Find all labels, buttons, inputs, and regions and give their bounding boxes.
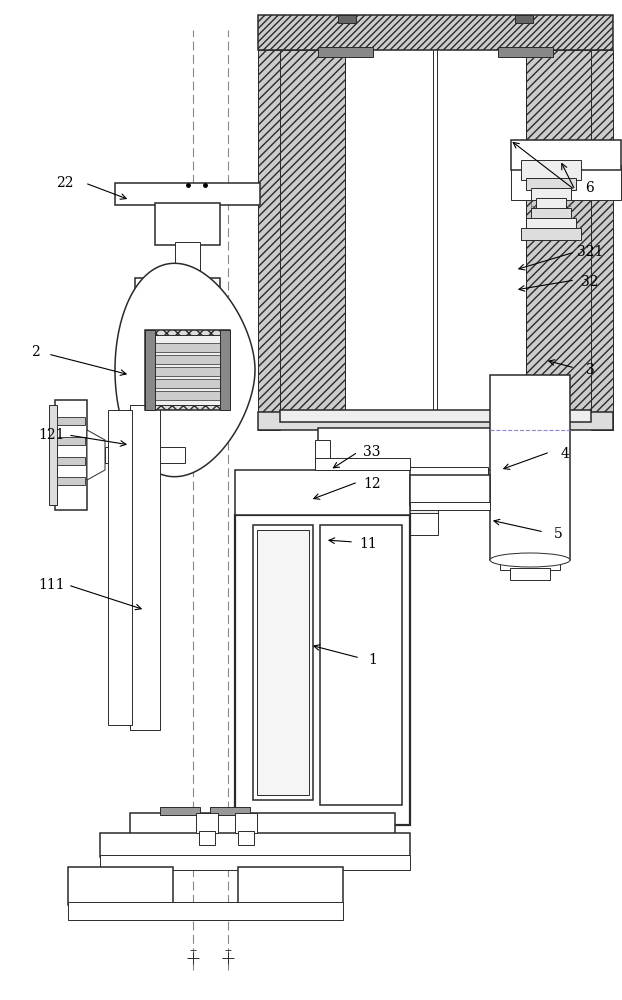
- Bar: [238, 831, 254, 845]
- Bar: [145, 330, 155, 410]
- Bar: [318, 47, 373, 57]
- Bar: [318, 428, 518, 470]
- Bar: [238, 867, 343, 905]
- Bar: [152, 355, 223, 364]
- Bar: [152, 343, 223, 352]
- Ellipse shape: [490, 553, 570, 567]
- Bar: [526, 50, 591, 412]
- Bar: [526, 218, 576, 230]
- Bar: [510, 568, 550, 580]
- Text: 32: 32: [581, 275, 599, 289]
- Text: 1: 1: [369, 653, 378, 667]
- Bar: [315, 458, 410, 470]
- Text: 321: 321: [577, 245, 603, 259]
- Bar: [115, 183, 260, 205]
- Bar: [531, 188, 571, 200]
- Text: 5: 5: [554, 527, 562, 541]
- Bar: [320, 525, 402, 805]
- Bar: [135, 278, 220, 300]
- Bar: [258, 412, 613, 430]
- Bar: [258, 50, 280, 430]
- Bar: [280, 410, 591, 422]
- Bar: [150, 335, 225, 405]
- Bar: [526, 178, 576, 190]
- Bar: [57, 457, 85, 465]
- Bar: [235, 470, 410, 515]
- Bar: [196, 813, 218, 833]
- Bar: [235, 813, 257, 833]
- Bar: [511, 140, 621, 170]
- Bar: [398, 497, 438, 515]
- Bar: [130, 813, 395, 835]
- Bar: [408, 513, 438, 535]
- Text: 22: 22: [56, 176, 74, 190]
- Bar: [57, 477, 85, 485]
- Bar: [280, 50, 591, 412]
- Bar: [348, 467, 488, 485]
- Bar: [49, 405, 57, 505]
- Bar: [57, 437, 85, 445]
- Bar: [490, 375, 570, 560]
- Bar: [410, 475, 490, 505]
- Bar: [521, 228, 581, 240]
- Bar: [55, 400, 87, 510]
- Bar: [152, 379, 223, 388]
- Bar: [160, 807, 200, 815]
- Text: 3: 3: [586, 363, 595, 377]
- Bar: [220, 330, 230, 410]
- Bar: [130, 405, 160, 730]
- Text: 121: 121: [39, 428, 65, 442]
- Bar: [108, 410, 132, 725]
- Bar: [152, 367, 223, 376]
- Bar: [515, 15, 533, 23]
- Bar: [100, 855, 410, 870]
- Bar: [536, 198, 566, 210]
- Bar: [68, 902, 343, 920]
- Bar: [145, 330, 230, 410]
- Bar: [500, 558, 560, 570]
- Text: 4: 4: [560, 447, 569, 461]
- Bar: [492, 432, 568, 558]
- Text: 111: 111: [39, 578, 65, 592]
- Bar: [258, 15, 613, 50]
- Bar: [175, 242, 200, 280]
- Polygon shape: [115, 263, 255, 477]
- Text: 6: 6: [586, 181, 595, 195]
- Bar: [345, 50, 526, 412]
- Bar: [410, 502, 490, 510]
- Bar: [199, 831, 215, 845]
- Bar: [521, 160, 581, 180]
- Text: 33: 33: [363, 445, 381, 459]
- Text: 2: 2: [30, 345, 39, 359]
- Text: 11: 11: [359, 537, 377, 551]
- Bar: [498, 47, 553, 57]
- Bar: [338, 15, 356, 23]
- Bar: [152, 391, 223, 400]
- Bar: [280, 50, 345, 412]
- Bar: [315, 440, 330, 470]
- Bar: [100, 833, 410, 857]
- Bar: [511, 165, 621, 200]
- Bar: [378, 482, 458, 500]
- Bar: [253, 525, 313, 800]
- Bar: [68, 867, 173, 905]
- Bar: [210, 807, 250, 815]
- Bar: [531, 208, 571, 220]
- Bar: [105, 447, 185, 463]
- Bar: [257, 530, 309, 795]
- Bar: [235, 515, 410, 825]
- Polygon shape: [87, 430, 105, 480]
- Bar: [57, 417, 85, 425]
- Bar: [155, 203, 220, 245]
- Bar: [591, 50, 613, 430]
- Text: 12: 12: [363, 477, 381, 491]
